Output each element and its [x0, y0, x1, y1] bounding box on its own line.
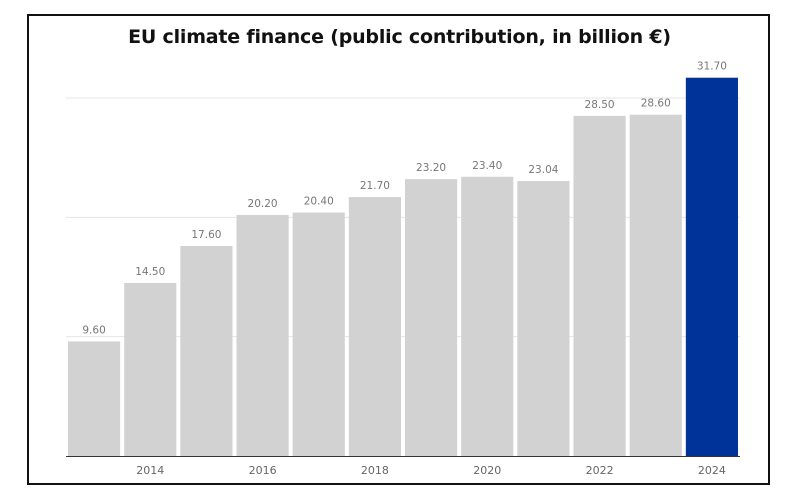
bar-2021[interactable]	[517, 181, 570, 456]
value-label-2016: 20.20	[248, 198, 278, 210]
tick-label-2014: 2014	[136, 464, 164, 477]
bar-2022[interactable]	[573, 115, 626, 457]
bar-2020[interactable]	[461, 176, 514, 456]
value-label-2014: 14.50	[135, 266, 165, 278]
value-label-2023: 28.60	[641, 98, 671, 110]
gridlines	[66, 97, 740, 338]
value-label-2017: 20.40	[304, 196, 334, 208]
bar-2017[interactable]	[292, 212, 345, 456]
tick-label-2016: 2016	[249, 464, 277, 477]
chart-title: EU climate finance (public contribution,…	[128, 26, 671, 48]
x-axis-ticks: 2014 2016 2018 2020 2022 2024	[136, 464, 726, 477]
value-labels: 9.60 14.50 17.60 20.20 20.40 21.70 23.20 23.40 2…	[82, 61, 727, 337]
value-label-2021: 23.04	[528, 164, 558, 176]
bar-2018[interactable]	[348, 197, 401, 456]
value-label-2022: 28.50	[585, 99, 615, 111]
value-label-2018: 21.70	[360, 180, 390, 192]
tick-label-2022: 2022	[586, 464, 614, 477]
tick-label-2018: 2018	[361, 464, 389, 477]
bar-2019[interactable]	[405, 179, 458, 456]
value-label-2024: 31.70	[697, 61, 727, 73]
value-label-2020: 23.40	[472, 160, 502, 172]
bar-2014[interactable]	[124, 282, 177, 456]
bar-2024[interactable]	[685, 77, 738, 457]
bar-2016[interactable]	[236, 214, 289, 456]
bars	[68, 77, 738, 457]
tick-label-2020: 2020	[473, 464, 501, 477]
value-label-2019: 23.20	[416, 162, 446, 174]
bar-2015[interactable]	[180, 245, 233, 456]
value-label-2015: 17.60	[191, 229, 221, 241]
bar-2013[interactable]	[68, 341, 121, 456]
tick-label-2024: 2024	[698, 464, 726, 477]
bar-2023[interactable]	[629, 114, 682, 456]
value-label-2013: 9.60	[82, 324, 105, 336]
